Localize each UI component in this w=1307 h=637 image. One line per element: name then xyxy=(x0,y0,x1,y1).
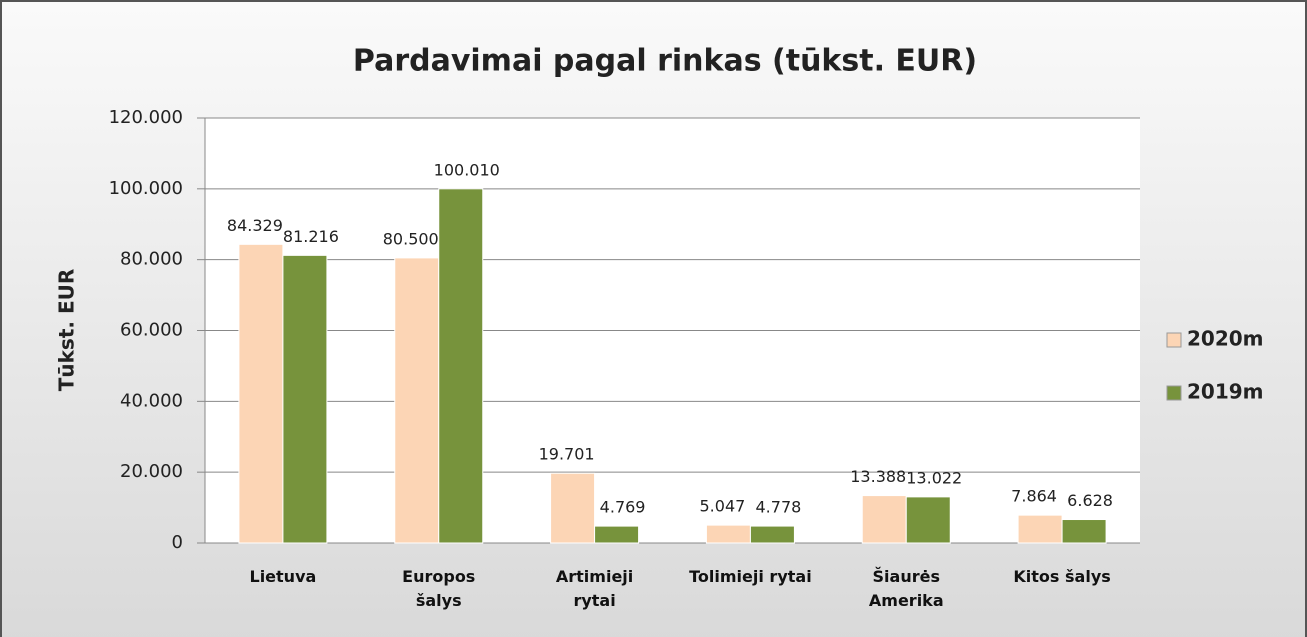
data-label: 19.701 xyxy=(539,445,595,464)
bar xyxy=(282,254,328,544)
x-tick-label: Tolimieji rytai xyxy=(689,567,812,586)
data-label: 13.022 xyxy=(906,468,962,487)
data-label: 5.047 xyxy=(700,497,746,516)
legend-swatch xyxy=(1166,385,1182,401)
bar xyxy=(394,257,440,544)
bar xyxy=(1061,519,1107,544)
y-tick-label: 60.000 xyxy=(120,320,183,341)
data-label: 7.864 xyxy=(1011,487,1057,506)
data-label: 4.769 xyxy=(600,498,646,517)
y-tick-label: 80.000 xyxy=(120,249,183,270)
data-label: 6.628 xyxy=(1067,491,1113,510)
bar xyxy=(438,188,484,544)
y-tick-label: 0 xyxy=(172,532,183,553)
bar xyxy=(594,525,640,544)
x-tick-label-box: Tolimieji rytai xyxy=(689,567,812,586)
x-tick-label: Kitos šalys xyxy=(1013,567,1111,586)
y-tick-label: 120.000 xyxy=(109,107,183,128)
data-label: 13.388 xyxy=(850,467,906,486)
data-label: 100.010 xyxy=(434,160,500,179)
legend-label: 2019m xyxy=(1187,380,1264,404)
bar xyxy=(1017,514,1063,544)
bar xyxy=(550,472,596,544)
x-tick-label-box: Artimieji rytai xyxy=(555,567,634,610)
bar xyxy=(238,243,284,544)
data-label: 81.216 xyxy=(283,227,339,246)
chart-title: Pardavimai pagal rinkas (tūkst. EUR) xyxy=(353,44,977,79)
bar xyxy=(861,495,907,544)
x-tick-label-box: Europos šalys xyxy=(402,567,476,610)
x-tick-label: Lietuva xyxy=(249,567,317,586)
bar xyxy=(749,525,795,544)
x-tick-label: Artimieji rytai xyxy=(555,567,634,610)
x-tick-label: Europos šalys xyxy=(402,567,476,610)
bar xyxy=(705,524,751,544)
data-label: 84.329 xyxy=(227,216,283,235)
legend-swatch xyxy=(1166,332,1182,348)
bar xyxy=(905,496,951,544)
y-tick-label: 20.000 xyxy=(120,461,183,482)
y-tick-label: 40.000 xyxy=(120,390,183,411)
x-tick-label-box: Šiaurės Amerika xyxy=(868,567,944,610)
legend-label: 2020m xyxy=(1187,327,1264,351)
y-tick-label: 100.000 xyxy=(109,178,183,199)
data-label: 80.500 xyxy=(383,229,439,248)
x-tick-label-box: Kitos šalys xyxy=(1013,567,1111,586)
data-label: 4.778 xyxy=(756,498,802,517)
x-tick-label-box: Lietuva xyxy=(249,567,317,586)
y-axis-label: Tūkst. EUR xyxy=(55,269,79,392)
x-tick-label: Šiaurės Amerika xyxy=(868,567,944,610)
